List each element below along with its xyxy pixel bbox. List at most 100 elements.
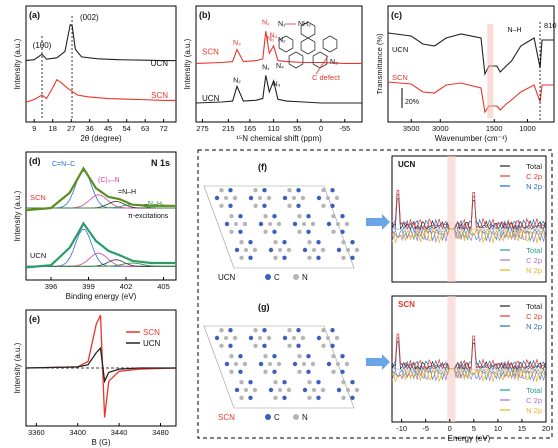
inset-defect-label: C defect bbox=[312, 73, 341, 82]
carbon-atom bbox=[306, 214, 311, 219]
dos-trace bbox=[391, 333, 546, 371]
x-tick-label-d: 402 bbox=[120, 282, 133, 291]
carbon-atom bbox=[296, 188, 301, 193]
unit-cell bbox=[203, 325, 355, 409]
lattice-structure bbox=[203, 325, 360, 409]
nitrogen-atom bbox=[234, 362, 238, 366]
carbon-atom bbox=[238, 214, 243, 219]
legend-scn-e: SCN bbox=[143, 328, 160, 337]
panel-d-title: N 1s bbox=[151, 158, 170, 168]
legend-top-label: N 2p bbox=[526, 182, 542, 191]
annotation-100: (100) bbox=[33, 41, 52, 50]
carbon-atom bbox=[214, 335, 220, 341]
x-tick-label-dos: 10 bbox=[494, 424, 502, 433]
carbon-atom bbox=[326, 361, 332, 367]
arrow-icon bbox=[366, 214, 390, 230]
x-tick-label-e: 3440 bbox=[111, 428, 128, 437]
nitrogen-atom bbox=[354, 247, 360, 253]
x-axis-label-d: Binding energy (eV) bbox=[66, 292, 137, 301]
nitrogen-atom bbox=[253, 328, 258, 333]
nitrogen-atom bbox=[266, 195, 272, 201]
nitrogen-atom bbox=[258, 196, 262, 200]
legend-bottom-label: C 2p bbox=[526, 396, 542, 405]
nitrogen-atom bbox=[219, 188, 224, 193]
inset-nh2-label: NH₂ bbox=[298, 21, 311, 28]
x-tick-label-b: 165 bbox=[244, 124, 257, 133]
nitrogen-atom bbox=[229, 214, 234, 219]
dos-trace bbox=[391, 337, 546, 370]
carbon-atom bbox=[330, 343, 335, 348]
panel-label-d: (d) bbox=[29, 156, 41, 166]
nitrogen-atom bbox=[252, 247, 258, 253]
dos-title: SCN bbox=[398, 300, 415, 309]
carbon-atom bbox=[282, 255, 287, 260]
carbon-atom bbox=[228, 188, 233, 193]
carbon-atom bbox=[272, 354, 277, 359]
peak-label-scn: N₁ bbox=[267, 36, 275, 43]
carbon-atom bbox=[248, 195, 254, 201]
carbon-atom bbox=[258, 221, 264, 227]
nitrogen-atom bbox=[229, 229, 234, 234]
nitrogen-atom bbox=[292, 336, 296, 340]
carbon-atom bbox=[248, 380, 253, 385]
nitrogen-atom bbox=[300, 195, 306, 201]
nitrogen-atom bbox=[286, 247, 292, 253]
nitrogen-atom bbox=[287, 343, 292, 348]
legend-carbon-label: C bbox=[274, 273, 280, 282]
legend-top-label: N 2p bbox=[526, 322, 542, 331]
carbon-atom bbox=[306, 229, 311, 234]
nitrogen-atom bbox=[346, 388, 350, 392]
carbon-atom bbox=[340, 369, 345, 374]
legend-scn-a: SCN bbox=[151, 91, 168, 100]
carbon-atom bbox=[340, 354, 345, 359]
carbon-atom bbox=[330, 328, 335, 333]
panel-a-frame bbox=[25, 5, 177, 123]
x-axis-label-a: 2θ (degree) bbox=[80, 134, 122, 143]
legend-carbon-dot bbox=[265, 414, 271, 420]
carbon-atom bbox=[234, 247, 240, 253]
panel-b-frame bbox=[195, 5, 363, 123]
fit-component bbox=[26, 228, 176, 267]
nitrogen-atom bbox=[321, 203, 326, 208]
series-ucn-epr bbox=[25, 346, 176, 384]
ring bbox=[278, 35, 294, 53]
nitrogen-atom bbox=[334, 335, 340, 341]
legend-nitrogen-dot bbox=[293, 414, 299, 420]
nitrogen-atom bbox=[278, 248, 282, 252]
nitrogen-atom bbox=[266, 335, 272, 341]
nitrogen-atom bbox=[263, 214, 268, 219]
series-ucn-nmr bbox=[195, 75, 362, 104]
nitrogen-atom bbox=[300, 335, 306, 341]
nitrogen-atom bbox=[331, 369, 336, 374]
legend-carbon-dot bbox=[265, 274, 271, 280]
nitrogen-atom bbox=[232, 335, 238, 341]
series-ucn-ir bbox=[387, 32, 554, 76]
carbon-atom bbox=[238, 229, 243, 234]
x-tick-label-e: 3400 bbox=[69, 428, 86, 437]
y-axis-label-c: Transmittance (%) bbox=[375, 33, 384, 94]
dos-trace bbox=[391, 194, 546, 231]
carbon-atom bbox=[248, 335, 254, 341]
carbon-atom bbox=[234, 387, 240, 393]
carbon-atom bbox=[340, 214, 345, 219]
legend-nitrogen-label: N bbox=[302, 413, 308, 422]
carbon-atom bbox=[336, 247, 342, 253]
panel-label-structure: (f) bbox=[258, 162, 267, 172]
arrow-icon bbox=[366, 354, 390, 370]
panel-fg-frame bbox=[197, 149, 553, 439]
x-tick-label-dos: 0 bbox=[448, 424, 452, 433]
nitrogen-atom bbox=[239, 255, 244, 260]
x-tick-label-c: 3000 bbox=[432, 124, 449, 133]
y-axis-label-e: Intensity (a.u.) bbox=[13, 342, 22, 393]
nitrogen-atom bbox=[307, 380, 312, 385]
nitrogen-atom bbox=[302, 362, 306, 366]
carbon-atom bbox=[282, 395, 287, 400]
dos-frame bbox=[391, 155, 547, 283]
x-tick-label-a: 72 bbox=[159, 124, 167, 133]
y-axis-label-d: Intensity (a.u.) bbox=[13, 190, 22, 241]
nitrogen-atom bbox=[341, 255, 346, 260]
nitrogen-atom bbox=[263, 229, 268, 234]
x-tick-label-d: 399 bbox=[82, 282, 95, 291]
x-tick-label-e: 3480 bbox=[152, 428, 169, 437]
carbon-atom bbox=[248, 395, 253, 400]
